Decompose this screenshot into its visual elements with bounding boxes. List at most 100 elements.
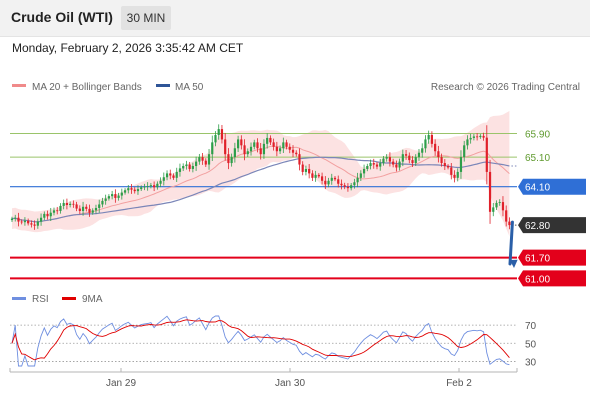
candle xyxy=(14,214,17,222)
candle xyxy=(295,150,298,157)
candle xyxy=(414,154,417,167)
candle xyxy=(430,131,433,148)
candle xyxy=(91,208,94,215)
candle xyxy=(291,145,295,158)
candle xyxy=(434,139,437,156)
candle xyxy=(395,160,398,172)
candle xyxy=(182,163,185,172)
bollinger-band-layer xyxy=(12,111,510,237)
candle xyxy=(288,143,291,154)
candle xyxy=(65,198,69,210)
candle xyxy=(120,188,123,200)
candle xyxy=(88,204,91,217)
candle xyxy=(385,154,388,162)
candle xyxy=(104,194,107,205)
x-tick-label: Feb 2 xyxy=(446,378,472,389)
level-label-box xyxy=(518,270,586,287)
candle xyxy=(81,201,85,216)
candle xyxy=(424,135,427,153)
candle xyxy=(49,207,52,221)
candle xyxy=(30,220,33,228)
candle xyxy=(246,148,249,158)
candle xyxy=(204,158,207,167)
x-tick-label: Jan 29 xyxy=(106,378,136,389)
candle xyxy=(101,197,104,208)
level-label: 64.10 xyxy=(525,183,550,194)
rsi-tick-label: 70 xyxy=(525,321,537,332)
candle xyxy=(259,142,262,160)
candles-layer xyxy=(10,124,511,230)
candle xyxy=(175,167,178,182)
candle xyxy=(136,185,140,195)
candle xyxy=(20,219,23,225)
candle xyxy=(411,156,414,168)
candle xyxy=(508,217,511,230)
candle xyxy=(85,204,88,212)
candle xyxy=(314,170,317,182)
candle xyxy=(343,182,346,190)
candle xyxy=(398,158,401,171)
candle xyxy=(230,153,233,167)
candle xyxy=(498,199,501,206)
candle xyxy=(98,199,101,213)
candle xyxy=(78,205,81,215)
candle xyxy=(243,139,246,161)
rsi-panel: 70 50 30 xyxy=(10,315,537,368)
candle xyxy=(482,132,485,141)
forecast-arrow-shaft xyxy=(508,220,514,266)
timeframe-badge[interactable]: 30 MIN xyxy=(121,6,171,30)
candle xyxy=(324,176,327,190)
candle xyxy=(427,130,430,144)
candle xyxy=(333,175,337,182)
candle xyxy=(501,196,505,217)
candle xyxy=(178,163,182,177)
candle xyxy=(453,170,456,183)
ma50-legend-swatch xyxy=(156,84,170,87)
candle xyxy=(285,139,288,150)
candle xyxy=(195,156,198,171)
candle xyxy=(256,138,259,153)
ma50-legend-label: MA 50 xyxy=(175,82,204,93)
candle xyxy=(188,161,191,172)
level-labels-layer: 65.90 65.10 64.10 62.80 61.70 61.00 xyxy=(518,130,586,287)
candle xyxy=(317,173,320,179)
candle xyxy=(169,169,172,180)
candle xyxy=(459,150,463,179)
ma20-legend-swatch xyxy=(12,84,26,87)
candle xyxy=(388,152,392,167)
candle xyxy=(36,218,39,229)
candle xyxy=(476,133,479,141)
candle xyxy=(69,201,72,208)
candle xyxy=(505,205,508,227)
candle xyxy=(249,142,253,156)
candle xyxy=(233,142,236,163)
candle xyxy=(211,135,214,161)
candle xyxy=(269,135,272,145)
candle xyxy=(443,159,446,171)
candle xyxy=(488,159,492,224)
candle xyxy=(162,172,165,186)
candle xyxy=(224,133,227,161)
x-tick-label: Jan 30 xyxy=(275,378,305,389)
rsi-tick-label: 50 xyxy=(525,339,537,350)
candle xyxy=(123,188,127,195)
candle xyxy=(220,125,224,144)
candle xyxy=(450,162,453,180)
rsi-ma-legend-label: 9MA xyxy=(82,294,103,305)
bollinger-band xyxy=(12,111,510,237)
rsi-legend-swatch xyxy=(12,297,26,300)
candle xyxy=(201,153,204,165)
rsi-legend-label: RSI xyxy=(32,294,49,305)
candle xyxy=(237,135,240,152)
candle xyxy=(301,161,304,176)
candle xyxy=(272,138,275,151)
candle xyxy=(417,148,421,161)
candle xyxy=(282,137,285,154)
candle xyxy=(111,190,114,200)
candle xyxy=(159,177,162,188)
candle xyxy=(311,170,314,182)
candle xyxy=(463,140,466,162)
candle xyxy=(140,185,143,191)
candle xyxy=(492,203,495,217)
